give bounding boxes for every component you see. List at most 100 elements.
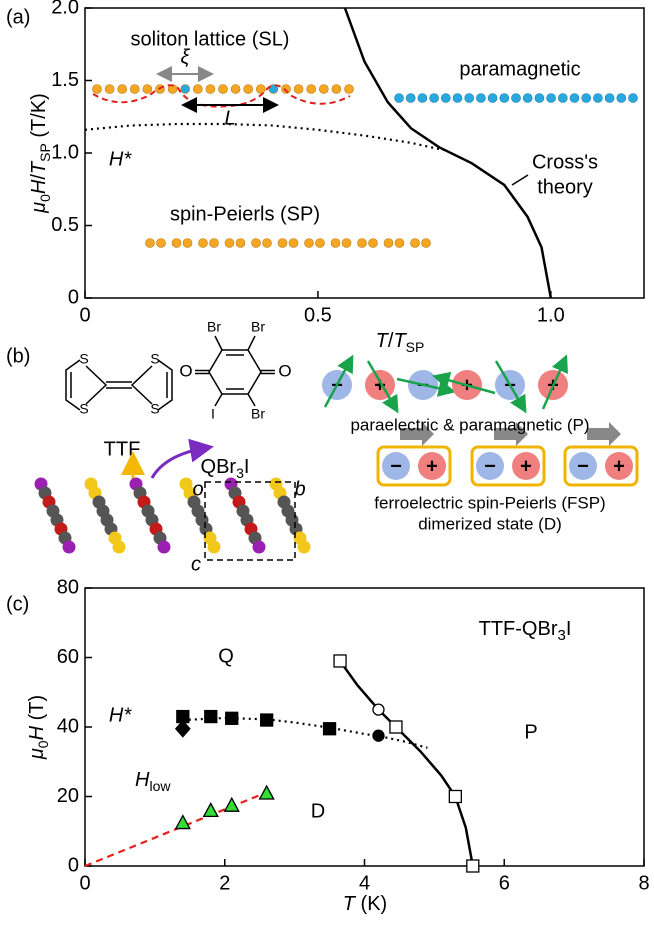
spin-dot	[294, 85, 303, 94]
spin-dot	[206, 85, 215, 94]
marker	[390, 721, 402, 733]
spin-dot	[263, 239, 272, 248]
state-label: paraelectric & paramagnetic (P)	[350, 415, 589, 434]
curve	[85, 124, 444, 150]
spin-dot	[629, 94, 638, 103]
spin-dot	[430, 94, 439, 103]
spin-dot	[500, 94, 509, 103]
marker	[225, 798, 239, 811]
label-part: H	[26, 725, 48, 740]
title-part: TTF-QBr	[479, 618, 558, 640]
spin-dot	[523, 94, 532, 103]
spin-dot	[118, 85, 127, 94]
spin-dot	[358, 239, 367, 248]
spin-dot	[130, 85, 139, 94]
x-axis-label: T (K)	[343, 893, 387, 915]
atom-label: O	[278, 361, 291, 380]
spin-dot	[512, 94, 521, 103]
spin-dot	[146, 239, 155, 248]
atom-label: S	[150, 351, 159, 367]
spin-dot	[418, 94, 427, 103]
spin-dot	[225, 239, 234, 248]
label-part: 3	[236, 465, 244, 481]
spin-dot	[244, 85, 253, 94]
atom	[253, 541, 266, 554]
spin-dot	[289, 239, 298, 248]
panel-label: (c)	[6, 593, 29, 615]
atom	[113, 541, 126, 554]
annotation: soliton lattice (SL)	[131, 28, 290, 50]
spin-dot	[93, 85, 102, 94]
spin-dot	[593, 94, 602, 103]
spin-dot	[384, 239, 393, 248]
spin-dot	[252, 239, 261, 248]
spin-dot	[319, 85, 328, 94]
spin-dot	[331, 239, 340, 248]
label-part: SP	[406, 339, 425, 355]
spin-dot	[210, 239, 219, 248]
spin-dot	[199, 239, 208, 248]
spin-dot	[316, 239, 325, 248]
x-tick-label: 0.5	[304, 304, 332, 326]
charge-sign: −	[484, 455, 496, 477]
y-tick-label: 80	[57, 576, 79, 598]
annotation: paramagnetic	[459, 58, 580, 80]
spin-dot	[547, 94, 556, 103]
spin-dot	[488, 94, 497, 103]
pointer	[512, 175, 528, 185]
label-part: (K)	[355, 893, 387, 915]
polarization-arrow	[587, 422, 621, 446]
charge-sign: +	[613, 455, 625, 477]
charge-sign: +	[520, 455, 532, 477]
state-label: ferroelectric spin-Peierls (FSP)	[374, 493, 605, 512]
spin-dot	[395, 94, 404, 103]
label-part: 0	[37, 194, 53, 202]
atom	[63, 541, 76, 554]
spin-dot	[332, 85, 341, 94]
label-part: 0	[35, 740, 51, 748]
label-part: low	[149, 778, 171, 794]
atom-label: S	[79, 401, 88, 417]
atom-label: S	[150, 401, 159, 417]
state-label: dimerized state (D)	[418, 514, 562, 533]
label-part: μ	[28, 202, 50, 214]
x-tick-label: 8	[638, 872, 649, 894]
spin-dot	[307, 85, 316, 94]
y-tick-label: 2.0	[51, 0, 79, 18]
charge-sign: −	[390, 455, 402, 477]
spin-dot	[605, 94, 614, 103]
spin-dot	[231, 85, 240, 94]
y-tick-label: 60	[57, 646, 79, 668]
region-label: P	[524, 721, 537, 743]
spin-dot	[465, 94, 474, 103]
atom	[158, 541, 171, 554]
spin-dot	[236, 239, 245, 248]
spin-dot	[305, 239, 314, 248]
annotation: theory	[537, 176, 593, 198]
figure: (a) (b) (c) T/TSP μ0H/TSP (T/K) T (K) μ0…	[0, 0, 654, 940]
y-tick-label: 40	[57, 715, 79, 737]
annotation: H*	[109, 704, 132, 726]
y-tick-label: 0	[68, 854, 79, 876]
y-axis-label: μ0H (T)	[26, 695, 50, 760]
marker	[373, 704, 384, 715]
annotation: spin-Peierls (SP)	[170, 203, 320, 225]
y-tick-label: 20	[57, 785, 79, 807]
label-part: H	[28, 179, 50, 194]
molecule-label: TTF	[104, 438, 141, 460]
annotation: ξ	[181, 46, 191, 68]
spin-dot	[476, 94, 485, 103]
spin-dot	[369, 239, 378, 248]
x-tick-label: 0	[79, 872, 90, 894]
spin-dot	[406, 94, 415, 103]
x-axis-label: T/TSP	[376, 330, 425, 354]
marker	[260, 786, 274, 799]
marker	[334, 655, 346, 667]
atom-label: Br	[207, 319, 221, 335]
annotation: Cross's	[532, 151, 598, 173]
x-tick-label: 4	[359, 872, 370, 894]
atom	[298, 541, 311, 554]
spin-dot	[282, 85, 291, 94]
atom-label: O	[179, 361, 192, 380]
axis-letter: c	[191, 553, 201, 575]
